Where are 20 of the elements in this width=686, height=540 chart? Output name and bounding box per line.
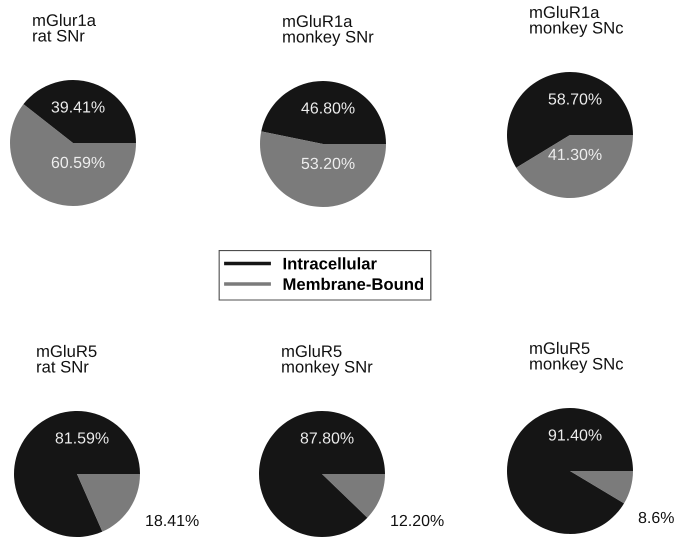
legend-label: Membrane-Bound xyxy=(284,278,424,290)
data-label: 12.20% xyxy=(391,514,444,526)
data-label: 18.41% xyxy=(146,514,199,526)
chart-title: mGluR5 monkey SNc xyxy=(530,342,624,373)
data-label: 8.6% xyxy=(638,512,674,524)
data-label: 91.40% xyxy=(548,429,602,441)
legend-label: Intracellular xyxy=(284,257,377,270)
data-label: 58.70% xyxy=(548,93,602,105)
data-label: 46.80% xyxy=(301,102,355,114)
chart-title: mGluR5 rat SNr xyxy=(37,344,96,373)
chart-title: mGluR5 monkey SNr xyxy=(282,344,372,376)
data-label: 60.59% xyxy=(52,156,105,168)
chart-title: mGlur1a rat SNr xyxy=(33,14,96,42)
chart-title: mGluR1a monkey SNr xyxy=(283,14,374,46)
data-label: 41.30% xyxy=(548,148,602,160)
chart-title: mGluR1a monkey SNc xyxy=(530,6,624,37)
data-label: 81.59% xyxy=(56,432,109,444)
data-label: 87.80% xyxy=(300,432,354,444)
data-label: 53.20% xyxy=(302,158,355,170)
data-label: 39.41% xyxy=(52,101,105,113)
